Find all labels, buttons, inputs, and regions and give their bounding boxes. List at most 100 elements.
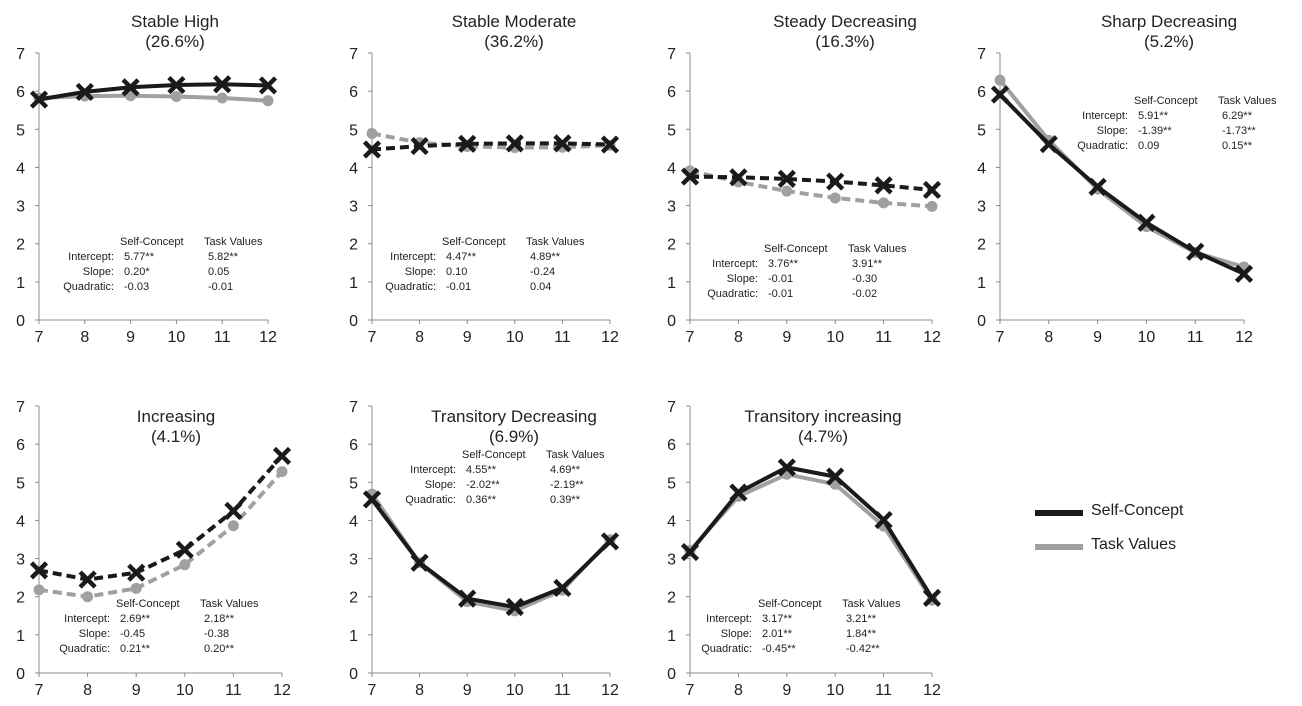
data-point-self-concept [874,176,893,195]
y-tick-label: 4 [349,513,358,530]
data-point-self-concept [272,446,292,466]
y-tick-label: 5 [667,122,676,139]
data-point-self-concept [1137,213,1156,232]
legend-item-self-concept: Self-Concept [1035,502,1235,536]
data-point-self-concept [1234,264,1254,283]
y-tick-label: 4 [977,160,986,177]
data-point-task-values [366,127,378,139]
table-cell-value: 4.69** [550,464,581,476]
data-point-self-concept [600,135,620,154]
legend-label-task-values: Task Values [1091,536,1177,553]
series-line-self-concept [370,498,612,609]
y-tick-label: 2 [977,237,986,254]
data-point-self-concept [29,561,49,580]
y-tick-label: 4 [667,160,676,177]
data-point-self-concept [362,490,382,509]
data-point-self-concept [553,578,572,598]
table-row-label: Quadratic: [385,281,436,293]
data-point-self-concept [175,540,194,559]
series-line-task-values [370,492,612,613]
data-point-self-concept [410,553,429,572]
y-tick-label: 5 [977,122,986,139]
table-cell-value: 2.69** [120,613,151,625]
y-tick-label: 3 [349,552,358,569]
data-point-task-values [227,520,239,532]
chart-subtitle: (26.6%) [145,32,205,51]
y-tick-label: 5 [349,122,358,139]
x-tick-label: 12 [601,329,619,346]
x-tick-label: 10 [168,329,186,346]
data-point-self-concept [505,597,524,617]
data-point-self-concept [922,180,942,200]
table-cell-value: 4.55** [466,464,497,476]
data-point-task-values [276,466,288,478]
x-tick-label: 11 [554,329,571,346]
series-line-self-concept [689,174,933,192]
table-column-header: Task Values [842,598,901,610]
y-tick-label: 2 [349,237,358,254]
data-point-self-concept [777,169,796,188]
table-cell-value: -0.45** [762,643,796,655]
data-point-self-concept [75,82,94,101]
y-tick-label: 3 [349,199,358,216]
table-cell-value: 3.76** [768,258,799,270]
y-tick-label: 3 [667,199,676,216]
x-tick-label: 9 [782,682,791,699]
table-cell-value: -0.45 [120,628,145,640]
x-tick-label: 9 [782,329,791,346]
x-tick-label: 12 [601,682,619,699]
table-column-header: Self-Concept [764,243,828,255]
table-cell-value: 0.15** [1222,140,1253,152]
data-point-self-concept [826,467,845,486]
table-cell-value: -0.24 [530,266,555,278]
chart-title: Stable High [131,12,219,31]
series-line-task-values [38,470,284,599]
series-line-self-concept [38,82,269,102]
x-tick-label: 7 [35,329,44,346]
legend-item-task-values: Task Values [1035,536,1235,570]
table-cell-value: -0.30 [852,273,877,285]
table-row-label: Quadratic: [707,288,758,300]
table-cell-value: 0.10 [446,266,467,278]
x-tick-label: 9 [463,329,472,346]
x-tick-label: 9 [132,682,141,699]
y-tick-label: 1 [349,275,358,292]
x-tick-label: 11 [875,329,892,346]
table-row-label: Intercept: [410,464,456,476]
series-line-task-values [998,78,1245,269]
data-point-task-values [179,559,191,571]
data-point-self-concept [600,532,620,551]
panel-title-increasing: Increasing (4.1%) [46,407,306,447]
x-tick-label: 9 [463,682,472,699]
table-row-label: Slope: [79,628,110,640]
x-tick-label: 7 [996,329,1005,346]
legend-swatch-self-concept [1035,510,1083,516]
x-tick-label: 10 [826,682,844,699]
x-tick-label: 8 [80,329,89,346]
y-tick-label: 1 [349,628,358,645]
series-line-self-concept [688,465,934,599]
table-row-label: Slope: [721,628,752,640]
table-cell-value: -0.42** [846,643,880,655]
y-tick-label: 3 [977,199,986,216]
panel-title-stable-high: Stable High (26.6%) [45,12,305,52]
y-tick-label: 4 [16,513,25,530]
data-point-self-concept [922,588,942,607]
data-point-task-values [82,591,94,603]
data-point-self-concept [1088,177,1107,196]
table-column-header: Self-Concept [1134,95,1198,107]
x-tick-label: 12 [273,682,291,699]
data-point-self-concept [729,483,748,502]
table-cell-value: 5.91** [1138,110,1169,122]
x-tick-label: 8 [83,682,92,699]
data-point-task-values [994,74,1006,86]
data-point-self-concept [990,85,1010,104]
y-tick-label: 3 [16,552,25,569]
y-tick-label: 5 [349,475,358,492]
y-tick-label: 7 [16,399,25,416]
data-point-self-concept [410,136,429,156]
